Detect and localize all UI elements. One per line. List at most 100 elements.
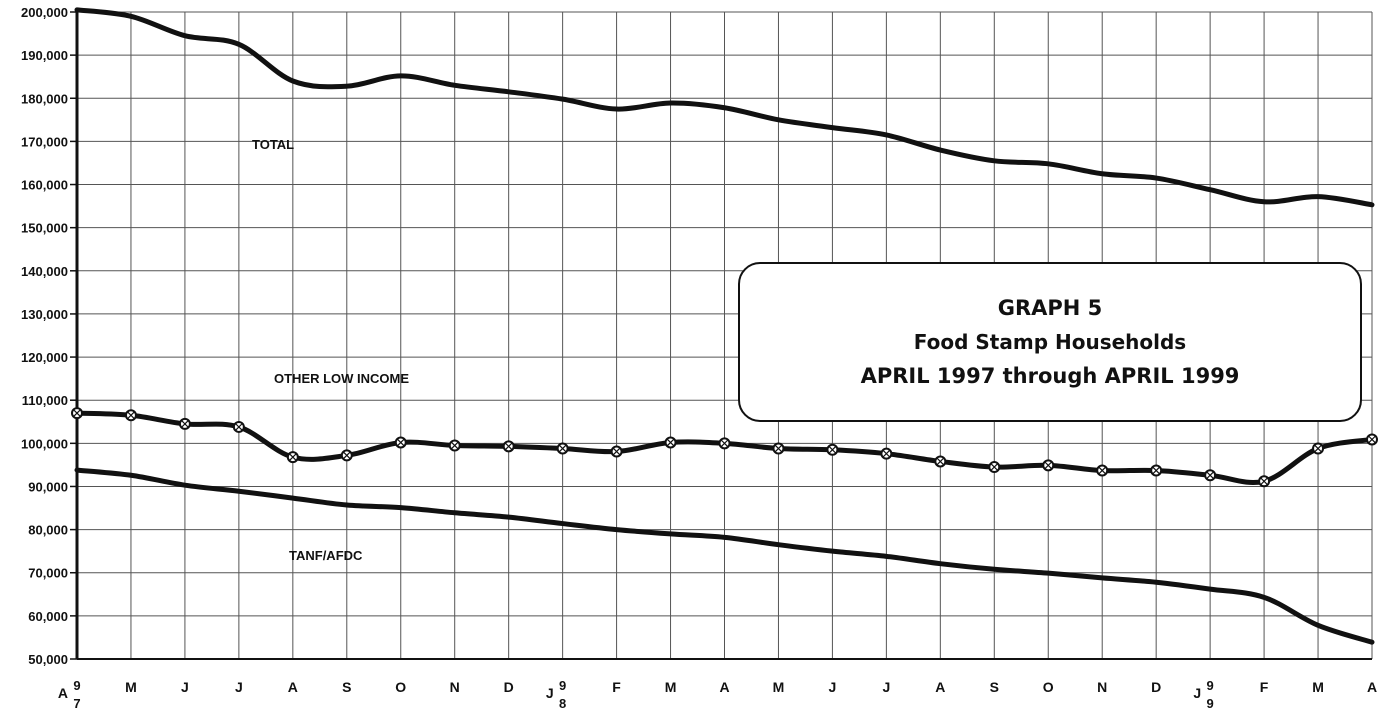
marker-cross	[1368, 435, 1376, 444]
data-point-marker	[340, 449, 353, 462]
marker-cross	[235, 423, 243, 431]
y-tick-label: 80,000	[28, 523, 68, 538]
x-tick-label: D	[1151, 679, 1161, 695]
x-tick-label: J	[1193, 685, 1201, 701]
x-tick-label: M	[125, 679, 137, 695]
x-tick-label: A	[935, 679, 945, 695]
data-point-marker	[826, 443, 839, 456]
data-point-marker	[286, 451, 299, 464]
marker-cross	[1044, 461, 1052, 469]
x-tick-label: O	[1043, 679, 1054, 695]
marker-cross	[774, 444, 783, 453]
y-tick-label: 200,000	[21, 5, 68, 20]
data-point-marker	[1150, 464, 1163, 477]
chart-title-box: GRAPH 5 Food Stamp Households APRIL 1997…	[738, 262, 1362, 422]
y-tick-label: 90,000	[28, 479, 68, 494]
data-point-marker	[232, 420, 245, 433]
y-tick-label: 150,000	[21, 221, 68, 236]
data-point-marker	[772, 442, 785, 455]
data-point-marker	[718, 437, 731, 450]
data-point-marker	[1312, 442, 1325, 455]
marker-cross	[720, 439, 729, 447]
marker-cross	[990, 463, 998, 471]
marker-cross	[882, 450, 890, 458]
x-tick-label: N	[450, 679, 460, 695]
marker-cross	[181, 420, 189, 428]
y-tick-label: 70,000	[28, 566, 68, 581]
marker-cross	[666, 438, 675, 447]
x-tick-label: A	[58, 685, 68, 701]
data-point-marker	[178, 417, 191, 430]
x-tick-label: M	[665, 679, 677, 695]
marker-cross	[127, 411, 135, 419]
series-annotations: TOTAL OTHER LOW INCOME TANF/AFDC	[252, 137, 409, 563]
y-tick-label: 60,000	[28, 609, 68, 624]
y-tick-label: 50,000	[28, 652, 68, 667]
x-year-digit: 7	[73, 696, 80, 711]
x-tick-label: D	[504, 679, 514, 695]
y-tick-label: 180,000	[21, 91, 68, 106]
x-year-digit: 9	[1207, 696, 1214, 711]
data-point-marker	[502, 440, 515, 453]
y-tick-label: 120,000	[21, 350, 68, 365]
marker-cross	[451, 441, 459, 450]
marker-cross	[1206, 471, 1214, 479]
x-tick-label: O	[395, 679, 406, 695]
marker-cross	[289, 453, 297, 461]
marker-cross	[1314, 444, 1322, 453]
marker-cross	[1260, 477, 1268, 485]
marker-cross	[1098, 466, 1106, 475]
x-year-digit: 9	[73, 678, 80, 693]
x-tick-label: A	[719, 679, 729, 695]
x-tick-label: M	[1312, 679, 1324, 695]
x-year-digit: 8	[559, 696, 566, 711]
series-line-tanf-afdc	[74, 467, 1375, 645]
data-point-marker	[880, 447, 893, 460]
marker-cross	[612, 447, 621, 456]
chart-date-range: APRIL 1997 through APRIL 1999	[860, 364, 1240, 388]
series-lines	[71, 7, 1378, 645]
data-point-marker	[71, 407, 83, 420]
x-tick-label: J	[829, 679, 837, 695]
data-point-marker	[448, 439, 461, 452]
grid-lines	[76, 11, 1373, 660]
x-tick-label: A	[288, 679, 298, 695]
data-point-marker	[556, 442, 569, 455]
chart-subtitle: Food Stamp Households	[913, 330, 1187, 354]
marker-cross	[559, 444, 567, 453]
y-tick-label: 190,000	[21, 48, 68, 63]
x-tick-label: J	[235, 679, 243, 695]
data-point-marker	[394, 436, 407, 449]
data-point-marker	[1042, 459, 1055, 472]
data-point-marker	[1366, 433, 1378, 446]
data-point-marker	[934, 455, 947, 468]
x-tick-label: M	[773, 679, 785, 695]
marker-cross	[828, 446, 837, 454]
x-tick-label: F	[1260, 679, 1269, 695]
x-tick-label: F	[612, 679, 621, 695]
data-point-marker	[610, 445, 623, 458]
marker-cross	[1152, 466, 1160, 475]
x-tick-label: S	[990, 679, 999, 695]
y-tick-label: 160,000	[21, 178, 68, 193]
marker-cross	[505, 442, 513, 450]
marker-cross	[936, 457, 944, 466]
series-line-total	[74, 7, 1375, 208]
x-axis-tick-labels: A 97M J J A S O N D J 98F M A M J J A S O N D J 99F M A	[58, 678, 1377, 711]
y-tick-label: 110,000	[22, 393, 68, 408]
x-tick-label: J	[546, 685, 554, 701]
marker-cross	[343, 451, 351, 460]
x-tick-label: N	[1097, 679, 1107, 695]
x-tick-label: S	[342, 679, 351, 695]
annotation-total: TOTAL	[252, 137, 294, 152]
data-point-marker	[1258, 475, 1271, 488]
y-tick-label: 130,000	[21, 307, 68, 322]
y-axis-tick-labels: 50,000 60,000 70,000 80,000 90,000 100,000 110…	[21, 5, 77, 667]
marker-cross	[73, 409, 81, 417]
chart-title: GRAPH 5	[997, 296, 1103, 320]
marker-cross	[397, 438, 405, 447]
y-tick-label: 140,000	[21, 264, 68, 279]
data-point-marker	[124, 409, 137, 422]
axes	[75, 8, 1372, 660]
